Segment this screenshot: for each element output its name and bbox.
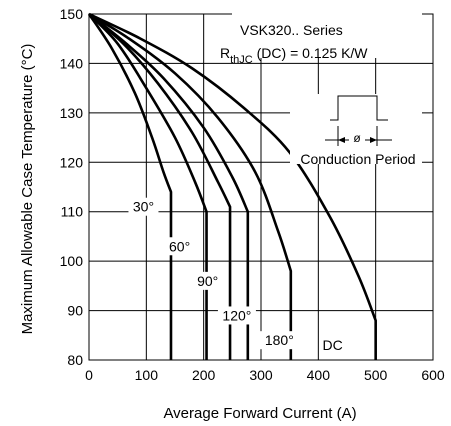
y-tick-label: 120 [60,154,84,170]
y-tick-label: 100 [60,253,84,269]
x-tick-label: 200 [192,367,216,383]
y-tick-label: 80 [67,352,83,368]
series-label: 90° [197,273,218,289]
x-tick-label: 600 [421,367,445,383]
y-tick-label: 130 [60,105,84,121]
series-line-1 [88,13,208,360]
x-tick-label: 100 [135,367,159,383]
conduction-period-inset: ø Conduction Period [290,94,422,167]
tick-labels: 0 100 200 300 400 500 600 80 90 100 110 120 130 140 15… [60,6,445,383]
y-tick-label: 150 [60,6,84,22]
title-backdrop [232,12,422,58]
series-line-0 [87,13,173,360]
x-tick-label: 0 [85,367,93,383]
x-tick-label: 500 [364,367,388,383]
symbol-backdrop [349,130,365,144]
curves [87,12,377,360]
inset-label: Conduction Period [300,151,415,167]
series-label: DC [323,337,343,353]
series-labels: 30° 60° 90° 120° 180° DC [128,197,344,355]
series-label-backdrop [260,331,299,350]
series-line-4 [88,12,293,360]
chart-subtitle: RthJC (DC) = 0.125 K/W [220,45,368,66]
x-tick-label: 300 [249,367,273,383]
series-label-backdrop [128,197,159,216]
y-tick-label: 90 [67,303,83,319]
series-label: 30° [133,199,154,215]
x-tick-label: 400 [307,367,331,383]
y-axis-title: Maximum Allowable Case Temperature (°C) [19,44,36,335]
series-label: 180° [265,332,294,348]
arrow-left-icon [338,137,345,143]
inset-symbol: ø [353,131,361,145]
series-label-backdrop [321,336,344,355]
series-label: 120° [222,307,251,323]
y-tick-label: 140 [60,55,84,71]
waveform-pulse [330,95,388,121]
series-label-backdrop [217,306,256,325]
series-line-3 [88,12,250,360]
chart-title: VSK320.. Series [240,22,343,38]
series-line-2 [88,13,232,360]
series-label: 60° [169,238,190,254]
series-line-5 [88,12,377,360]
series-label-backdrop [164,237,195,256]
series-label-backdrop [192,271,223,290]
arrow-right-icon [370,137,377,143]
y-tick-label: 110 [61,204,84,220]
x-axis-title: Average Forward Current (A) [163,405,356,422]
inset-backdrop [290,94,422,164]
